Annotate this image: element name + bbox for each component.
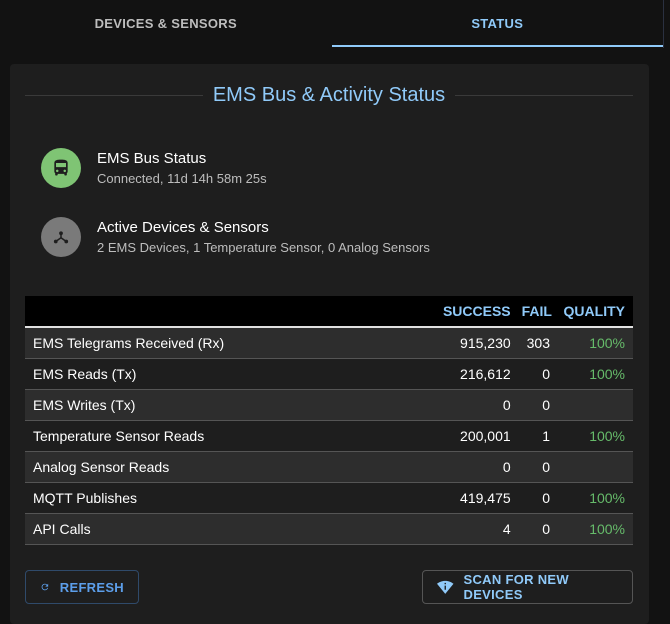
cell-name: Analog Sensor Reads: [25, 451, 419, 483]
cell-name: Temperature Sensor Reads: [25, 420, 419, 452]
cell-success: 0: [418, 389, 519, 421]
refresh-label: REFRESH: [59, 579, 124, 595]
header-quality: QUALITY: [558, 296, 633, 328]
header-fail: FAIL: [518, 296, 558, 328]
divider: [455, 94, 633, 96]
cell-fail: 0: [518, 451, 558, 483]
cell-fail: 0: [518, 389, 558, 421]
wifi-info-icon: [437, 580, 454, 594]
tab-devices-sensors[interactable]: DEVICES & SENSORS: [94, 15, 237, 31]
cell-success: 4: [418, 513, 519, 545]
cell-quality: 100%: [558, 358, 633, 390]
table-row: Temperature Sensor Reads 200,001 1 100%: [25, 420, 633, 452]
cell-name: API Calls: [25, 513, 419, 545]
table-row: EMS Reads (Tx) 216,612 0 100%: [25, 358, 633, 390]
scan-devices-button[interactable]: SCAN FOR NEW DEVICES: [422, 570, 633, 604]
cell-fail: 0: [518, 482, 558, 514]
table-row: EMS Writes (Tx) 0 0: [25, 389, 633, 421]
cell-name: EMS Telegrams Received (Rx): [25, 327, 419, 359]
activity-table: SUCCESS FAIL QUALITY EMS Telegrams Recei…: [25, 296, 633, 545]
divider: [25, 94, 203, 96]
cell-name: EMS Writes (Tx): [25, 389, 419, 421]
table-row: MQTT Publishes 419,475 0 100%: [25, 482, 633, 514]
cell-name: MQTT Publishes: [25, 482, 419, 514]
cell-success: 0: [418, 451, 519, 483]
cell-fail: 0: [518, 513, 558, 545]
header-name: [25, 296, 419, 328]
cell-quality: 100%: [558, 327, 633, 359]
table-row: API Calls 4 0 100%: [25, 513, 633, 545]
list-item-bus-status: EMS Bus Status Connected, 11d 14h 58m 25…: [41, 148, 267, 188]
table-header: SUCCESS FAIL QUALITY: [25, 296, 633, 328]
cell-fail: 0: [518, 358, 558, 390]
table-row: Analog Sensor Reads 0 0: [25, 451, 633, 483]
cell-quality: [558, 389, 633, 421]
cell-quality: 100%: [558, 482, 633, 514]
active-devices-title: Active Devices & Sensors: [97, 219, 269, 236]
cell-quality: 100%: [558, 513, 633, 545]
refresh-button[interactable]: REFRESH: [25, 570, 139, 604]
active-devices-detail: 2 EMS Devices, 1 Temperature Sensor, 0 A…: [97, 240, 430, 255]
cell-fail: 303: [518, 327, 558, 359]
cell-success: 915,230: [418, 327, 519, 359]
cell-success: 200,001: [418, 420, 519, 452]
cell-quality: 100%: [558, 420, 633, 452]
status-card: EMS Bus & Activity Status EMS Bus Status…: [10, 64, 649, 624]
refresh-icon: [41, 583, 49, 591]
cell-success: 419,475: [418, 482, 519, 514]
list-item-active-devices: Active Devices & Sensors 2 EMS Devices, …: [41, 217, 430, 257]
tab-bar: DEVICES & SENSORS STATUS: [0, 0, 664, 48]
header-success: SUCCESS: [418, 296, 519, 328]
tab-status[interactable]: STATUS: [331, 0, 664, 48]
cell-quality: [558, 451, 633, 483]
cell-success: 216,612: [418, 358, 519, 390]
bus-status-title: EMS Bus Status: [97, 150, 207, 167]
bus-status-detail: Connected, 11d 14h 58m 25s: [97, 171, 267, 186]
cell-name: EMS Reads (Tx): [25, 358, 419, 390]
page-title: EMS Bus & Activity Status: [212, 83, 446, 106]
table-row: EMS Telegrams Received (Rx) 915,230 303 100…: [25, 327, 633, 359]
scan-label: SCAN FOR NEW DEVICES: [463, 572, 569, 602]
device-hub-icon: [41, 217, 81, 257]
section-header: EMS Bus & Activity Status: [25, 84, 633, 106]
bus-icon: [41, 148, 81, 188]
cell-fail: 1: [518, 420, 558, 452]
